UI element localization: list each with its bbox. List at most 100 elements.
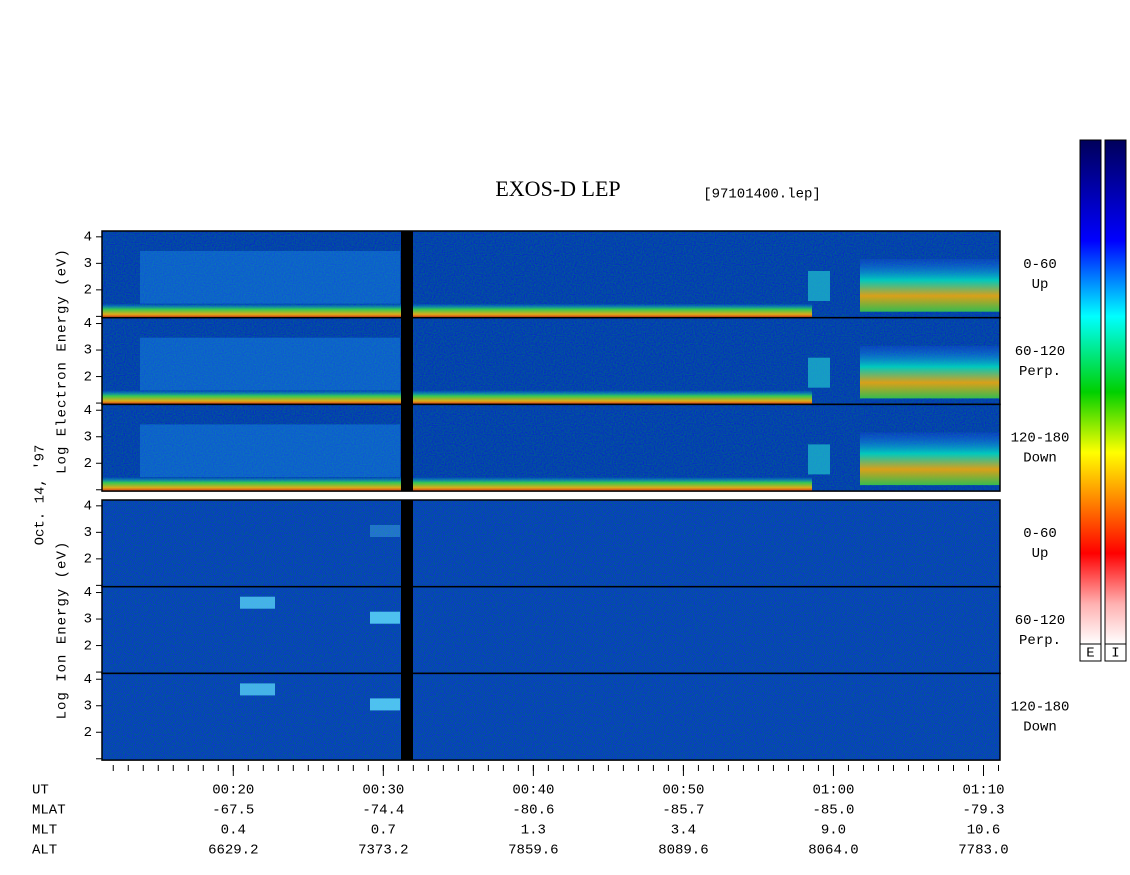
panel-frame [101,672,1001,761]
group-axis-label: Log Electron Energy (eV) [55,248,71,474]
y-tick-label: 2 [84,369,92,385]
row-label: MLAT [32,803,66,819]
x-tick-label: 00:20 [212,783,254,799]
chart-title: EXOS-D LEP [495,176,620,201]
ephemeris-value: 10.6 [967,823,1001,839]
ephemeris-value: 8089.6 [658,843,708,859]
spectrogram-speckle [102,231,1000,318]
spectrogram-feature [240,683,275,696]
file-name: [97101400.lep] [703,187,821,203]
spectrogram-feature [370,611,400,624]
x-tick-label: 00:40 [512,783,554,799]
spectrogram-feature [240,596,275,609]
spectrogram-feature [370,698,400,711]
panel-direction: Down [1023,719,1057,735]
row-label: MLT [32,823,57,839]
ephemeris-value: 3.4 [671,823,696,839]
spectrogram-speckle [102,673,1000,761]
y-tick-label: 4 [84,672,92,688]
ephemeris-value: 7859.6 [508,843,558,859]
y-tick-label: 4 [84,230,92,246]
y-tick-label: 4 [84,585,92,601]
spectrogram-band [102,303,812,318]
x-tick-label: 00:50 [662,783,704,799]
spectrogram-speckle [102,586,1000,674]
panel-range: 120-180 [1011,430,1070,446]
ephemeris-value: 9.0 [821,823,846,839]
ephemeris-value: 0.7 [371,823,396,839]
y-tick-label: 3 [84,256,92,272]
panel-direction: Down [1023,450,1057,466]
y-tick-label: 2 [84,283,92,299]
spectrogram-burst [860,432,1000,486]
spectrogram-speckle [102,500,1000,587]
y-tick-label: 3 [84,612,92,628]
y-tick-label: 2 [84,456,92,472]
spectrogram-feature [370,525,400,537]
y-tick-label: 4 [84,499,92,515]
y-tick-label: 3 [84,343,92,359]
y-tick-label: 2 [84,638,92,654]
ephemeris-value: -79.3 [962,803,1004,819]
spectrogram-speckle [102,404,1000,492]
panel-range: 0-60 [1023,526,1057,542]
panel-direction: Perp. [1019,633,1061,649]
spectrogram-band [102,477,812,492]
spectrogram-band [140,337,400,391]
data-gap [401,231,413,318]
panel-direction: Up [1032,277,1049,293]
colorbar-label: I [1111,646,1119,662]
panel-direction: Up [1032,546,1049,562]
spectrogram-burst [860,259,1000,312]
data-gap [401,586,413,674]
colorbar-label-box [1079,643,1102,662]
ephemeris-value: -67.5 [212,803,254,819]
row-label: ALT [32,843,57,859]
panel-range: 60-120 [1015,613,1065,629]
data-gap [401,673,413,761]
spectrogram-burst [808,444,830,475]
row-label: UT [32,783,49,799]
ephemeris-value: 7783.0 [958,843,1008,859]
data-gap [401,317,413,405]
spectrogram-burst [860,345,1000,399]
panel-range: 0-60 [1023,257,1057,273]
y-tick-label: 4 [84,316,92,332]
ephemeris-value: -85.7 [662,803,704,819]
spectrogram-burst [808,271,830,301]
colorbar [1104,139,1127,645]
ephemeris-value: -80.6 [512,803,554,819]
data-gap [401,404,413,492]
y-tick-label: 2 [84,552,92,568]
x-tick-label: 00:30 [362,783,404,799]
panel-direction: Perp. [1019,364,1061,380]
y-tick-label: 2 [84,725,92,741]
ephemeris-value: -85.0 [812,803,854,819]
colorbar-label-box [1104,643,1127,662]
spectrogram-band [140,424,400,478]
panel-frame [101,403,1001,492]
date-label: Oct. 14, '97 [33,445,49,546]
x-tick-label: 01:00 [812,783,854,799]
x-tick-label: 01:10 [962,783,1004,799]
ephemeris-value: 7373.2 [358,843,408,859]
colorbar [1079,139,1102,645]
y-tick-label: 4 [84,403,92,419]
colorbar-label: E [1086,646,1094,662]
ephemeris-value: 6629.2 [208,843,258,859]
y-tick-label: 3 [84,698,92,714]
spectrogram-band [140,251,400,304]
spectrogram-band [102,390,812,405]
spectrogram-speckle [102,317,1000,405]
panel-range: 120-180 [1011,699,1070,715]
spectrogram-burst [808,357,830,388]
ephemeris-value: -74.4 [362,803,404,819]
panel-range: 60-120 [1015,344,1065,360]
y-tick-label: 3 [84,429,92,445]
data-gap [401,500,413,587]
group-axis-label: Log Ion Energy (eV) [55,541,71,720]
ephemeris-value: 8064.0 [808,843,858,859]
ephemeris-value: 1.3 [521,823,546,839]
y-tick-label: 3 [84,525,92,541]
